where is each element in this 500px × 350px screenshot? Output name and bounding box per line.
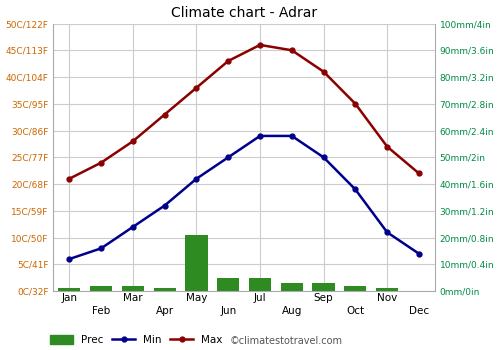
Text: ©climatestotravel.com: ©climatestotravel.com (230, 336, 343, 346)
Bar (217, 278, 240, 291)
Bar (154, 288, 176, 291)
Bar (249, 278, 271, 291)
Bar (58, 288, 80, 291)
Bar (90, 286, 112, 291)
Bar (280, 283, 303, 291)
Legend: Prec, Min, Max: Prec, Min, Max (50, 335, 223, 345)
Bar (122, 286, 144, 291)
Bar (376, 288, 398, 291)
Title: Climate chart - Adrar: Climate chart - Adrar (171, 6, 317, 20)
Bar (312, 283, 334, 291)
Bar (344, 286, 366, 291)
Bar (186, 235, 208, 291)
